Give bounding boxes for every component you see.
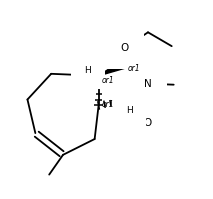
Text: N: N bbox=[144, 79, 152, 89]
Text: O: O bbox=[120, 43, 128, 53]
Text: or1: or1 bbox=[102, 100, 114, 109]
Text: H: H bbox=[126, 106, 133, 115]
Text: or1: or1 bbox=[102, 76, 114, 85]
Text: O: O bbox=[144, 118, 152, 128]
Polygon shape bbox=[99, 60, 126, 76]
Text: or1: or1 bbox=[127, 64, 140, 73]
Text: H: H bbox=[84, 66, 91, 75]
